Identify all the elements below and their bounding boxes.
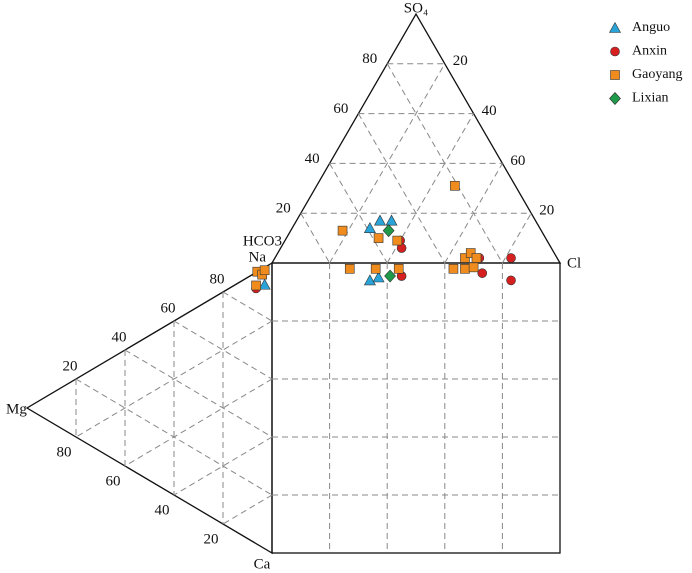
point (460, 263, 470, 274)
point (382, 224, 395, 238)
point (251, 280, 261, 291)
square-field (271, 262, 561, 554)
legend-label: Lixian (632, 91, 669, 106)
frame (25, 12, 562, 555)
tick-label: 20 (453, 53, 468, 69)
legend-label: Anguo (632, 20, 670, 35)
point (465, 248, 476, 258)
point (373, 214, 387, 226)
grid-line (222, 494, 273, 525)
anion-triangle (270, 12, 562, 264)
legend-label: Anxin (632, 44, 667, 59)
grid-line (501, 212, 532, 264)
point (337, 225, 348, 236)
point (448, 263, 459, 274)
vertex-label: HCO3 (243, 233, 282, 249)
tick-label: 80 (57, 444, 72, 460)
point (460, 253, 470, 263)
point (506, 253, 516, 263)
point (372, 271, 385, 283)
grid-line (357, 113, 446, 264)
tick-label: 40 (155, 502, 170, 518)
grid-line (173, 436, 273, 496)
tick-label: 60 (510, 153, 525, 169)
vertex-label: Na (249, 249, 267, 265)
legend-marker (608, 21, 622, 33)
tick-label: 80 (210, 271, 225, 287)
point (363, 274, 376, 286)
grid-line (386, 113, 475, 264)
legend-marker (609, 92, 621, 105)
grid-line (329, 163, 388, 264)
point (385, 214, 398, 226)
point (370, 263, 381, 274)
point (393, 263, 404, 274)
point (258, 278, 271, 290)
grid-line (300, 212, 331, 264)
tick-label: 60 (106, 473, 121, 489)
point (363, 222, 376, 233)
vertex-label: SO₄ (404, 0, 428, 16)
point (384, 269, 396, 283)
grid-line (329, 63, 446, 264)
vertex-label: Ca (254, 556, 271, 572)
tick-label: 20 (539, 203, 554, 219)
point (450, 181, 460, 191)
point (506, 275, 516, 286)
tick-label: 40 (305, 151, 320, 167)
legend-label: Gaoyang (632, 67, 683, 82)
point (477, 268, 488, 278)
legend-marker (610, 46, 620, 57)
tick-label: 60 (161, 300, 176, 316)
tick-label: 40 (112, 329, 127, 345)
grid (75, 63, 560, 553)
legend-marker (610, 70, 620, 80)
tick-label: 20 (63, 358, 78, 374)
cation-triangle (25, 261, 273, 555)
point (468, 262, 479, 273)
grid-line (124, 378, 273, 467)
tick-label: 80 (362, 51, 377, 67)
grid-line (75, 320, 273, 438)
point (373, 233, 384, 243)
point (259, 265, 270, 276)
tick-label: 60 (333, 101, 348, 117)
tick-label: 40 (482, 103, 497, 119)
vertex-label: Cl (567, 255, 581, 271)
vertex-label: Mg (6, 401, 27, 417)
point (392, 235, 403, 246)
tick-label: 20 (204, 531, 219, 547)
point (344, 263, 355, 274)
point (471, 253, 482, 263)
grid-line (222, 291, 273, 322)
tick-label: 20 (276, 201, 291, 217)
grid-line (444, 163, 503, 264)
grid-line (173, 320, 273, 380)
grid-line (124, 349, 273, 438)
